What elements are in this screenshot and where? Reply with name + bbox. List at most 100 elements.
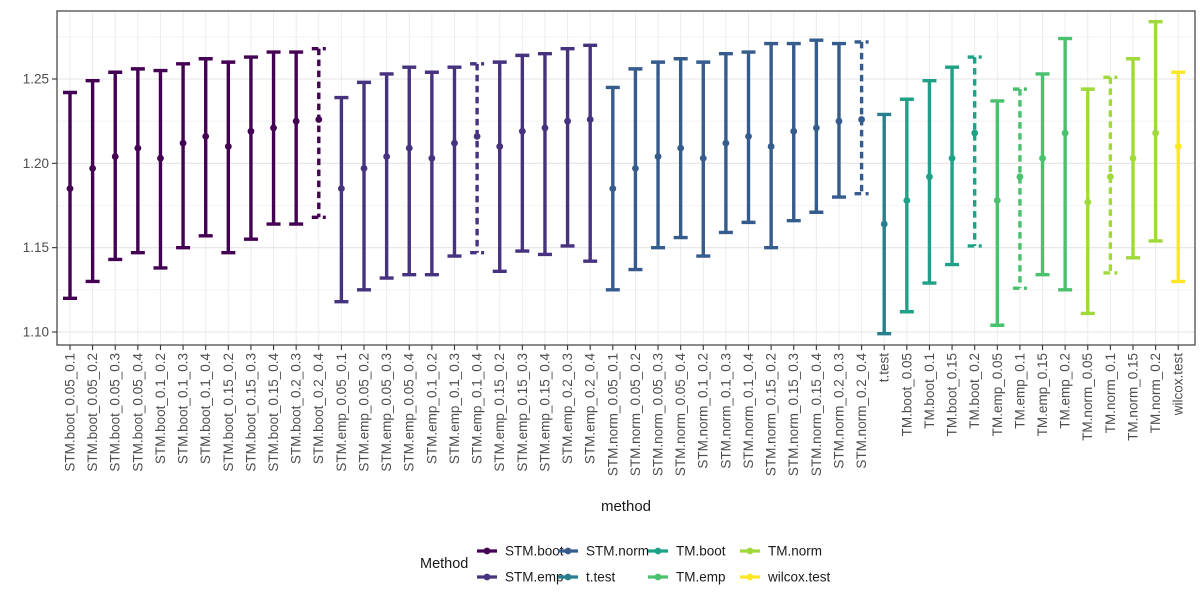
pointrange-STM.boot_0.2_0.4 [311, 46, 326, 220]
legend-item-STM.emp: STM.emp [477, 569, 564, 584]
x-tick-label: STM.emp_0.15_0.4 [537, 353, 552, 472]
legend-item-TM.boot: TM.boot [648, 543, 726, 558]
point-estimate [767, 143, 775, 150]
x-tick-label: STM.emp_0.15_0.2 [492, 353, 507, 472]
point-estimate [428, 154, 436, 162]
x-tick-label: STM.boot_0.15_0.2 [221, 353, 236, 472]
x-tick-label: STM.boot_0.05_0.4 [130, 353, 145, 472]
legend-key-point-icon [654, 573, 662, 581]
y-tick-label: 1.25 [23, 71, 49, 86]
legend-item-t.test: t.test [558, 569, 616, 584]
pointrange-STM.emp_0.2_0.4 [583, 43, 598, 263]
point-estimate [677, 144, 685, 152]
x-tick-label: STM.norm_0.2_0.4 [854, 353, 869, 469]
x-tick-label: TM.boot_0.1 [922, 353, 937, 429]
x-tick-label: STM.boot_0.15_0.3 [243, 353, 258, 472]
point-estimate [971, 129, 979, 137]
legend-item-label: t.test [586, 569, 616, 584]
point-estimate [835, 117, 843, 125]
x-tick-label: STM.boot_0.1_0.4 [198, 353, 213, 465]
x-tick-label: STM.emp_0.1_0.2 [424, 353, 439, 464]
pointrange-TM.norm_0.05 [1080, 87, 1095, 316]
pointrange-TM.boot_0.1 [922, 78, 937, 285]
point-estimate [745, 132, 752, 140]
legend-item-STM.boot: STM.boot [477, 543, 564, 558]
pointrange-STM.norm_0.1_0.4 [741, 50, 756, 225]
pointrange-STM.emp_0.15_0.3 [515, 53, 530, 253]
point-estimate [609, 185, 617, 193]
x-tick-label: TM.boot_0.2 [967, 353, 982, 429]
pointrange-STM.norm_0.1_0.3 [718, 51, 733, 235]
legend-key-point-icon [483, 573, 491, 581]
pointrange-STM.boot_0.15_0.4 [266, 50, 281, 226]
point-estimate [654, 153, 662, 160]
pointrange-STM.boot_0.15_0.2 [221, 60, 236, 255]
point-estimate [405, 144, 413, 152]
pointrange-STM.emp_0.05_0.4 [402, 65, 417, 277]
y-axis: 1.10 1.15 1.20 1.25 [23, 71, 57, 339]
point-estimate [1106, 173, 1114, 181]
x-tick-label: STM.norm_0.15_0.4 [809, 353, 824, 477]
point-estimate [473, 132, 481, 140]
x-tick-label: STM.boot_0.2_0.3 [289, 353, 304, 464]
legend-key-point-icon [746, 547, 754, 555]
point-estimate [89, 164, 97, 172]
x-tick-label: STM.emp_0.05_0.4 [402, 353, 417, 472]
x-tick-label: STM.boot_0.05_0.3 [108, 353, 123, 472]
point-estimate [858, 116, 865, 123]
y-tick-label: 1.10 [23, 324, 49, 339]
point-estimate [812, 124, 820, 132]
pointrange-wilcox.test [1171, 70, 1186, 284]
pointrange-TM.norm_0.2 [1148, 19, 1163, 243]
legend-item-label: STM.boot [505, 543, 564, 558]
pointrange-STM.norm_0.2_0.3 [831, 41, 846, 199]
panel-border [56, 10, 1196, 346]
legend-item-TM.norm: TM.norm [740, 543, 822, 558]
x-axis: STM.boot_0.05_0.1 STM.boot_0.05_0.2 STM.bo… [62, 345, 1186, 477]
point-estimate [993, 197, 1001, 204]
point-estimate [383, 153, 391, 160]
legend-item-STM.norm: STM.norm [558, 543, 649, 558]
legend-item-label: wilcox.test [767, 569, 831, 584]
x-tick-label: STM.emp_0.15_0.3 [515, 353, 530, 472]
pointrange-STM.boot_0.2_0.3 [289, 50, 304, 226]
pointrange-STM.emp_0.2_0.3 [560, 46, 575, 248]
pointrange-STM.norm_0.05_0.2 [628, 67, 643, 272]
x-tick-label: STM.emp_0.1_0.3 [447, 353, 462, 464]
point-estimate [1039, 154, 1046, 162]
pointrange-STM.boot_0.05_0.2 [85, 78, 100, 284]
legend-item-wilcox.test: wilcox.test [740, 569, 831, 584]
legend-key-point-icon [654, 547, 662, 555]
x-tick-label: STM.norm_0.05_0.4 [673, 353, 688, 477]
pointrange-TM.boot_0.2 [967, 55, 982, 248]
pointrange-STM.norm_0.1_0.2 [696, 60, 711, 258]
x-tick-label: TM.norm_0.2 [1148, 353, 1163, 433]
pointrange-STM.emp_0.05_0.2 [357, 80, 372, 292]
x-tick-label: STM.norm_0.15_0.2 [764, 353, 779, 476]
legend-key-point-icon [483, 547, 491, 555]
x-tick-label: STM.boot_0.1_0.2 [153, 353, 168, 464]
legend-key-point-icon [564, 573, 572, 581]
pointrange-STM.boot_0.1_0.2 [153, 68, 168, 270]
x-tick-label: STM.emp_0.05_0.3 [379, 353, 394, 472]
point-estimate [926, 173, 933, 181]
pointrange-STM.norm_0.05_0.1 [605, 85, 620, 292]
pointrange-STM.emp_0.05_0.3 [379, 72, 394, 280]
pointrange-STM.norm_0.2_0.4 [854, 40, 869, 196]
point-estimate [1129, 154, 1137, 162]
point-estimate [948, 154, 956, 162]
x-tick-label: STM.boot_0.15_0.4 [266, 353, 281, 472]
point-estimate [270, 124, 277, 132]
legend-item-label: TM.boot [676, 543, 726, 558]
pointrange-STM.boot_0.05_0.4 [130, 67, 145, 255]
pointrange-TM.emp_0.15 [1035, 72, 1050, 277]
y-tick-label: 1.20 [23, 156, 49, 171]
legend-item-label: TM.emp [676, 569, 726, 584]
pointrange-TM.norm_0.1 [1103, 75, 1118, 275]
x-tick-label: t.test [877, 353, 892, 383]
x-tick-label: TM.emp_0.05 [990, 353, 1005, 436]
point-estimate [360, 164, 368, 172]
x-tick-label: STM.boot_0.05_0.2 [85, 353, 100, 472]
pointrange-STM.norm_0.05_0.4 [673, 57, 688, 240]
